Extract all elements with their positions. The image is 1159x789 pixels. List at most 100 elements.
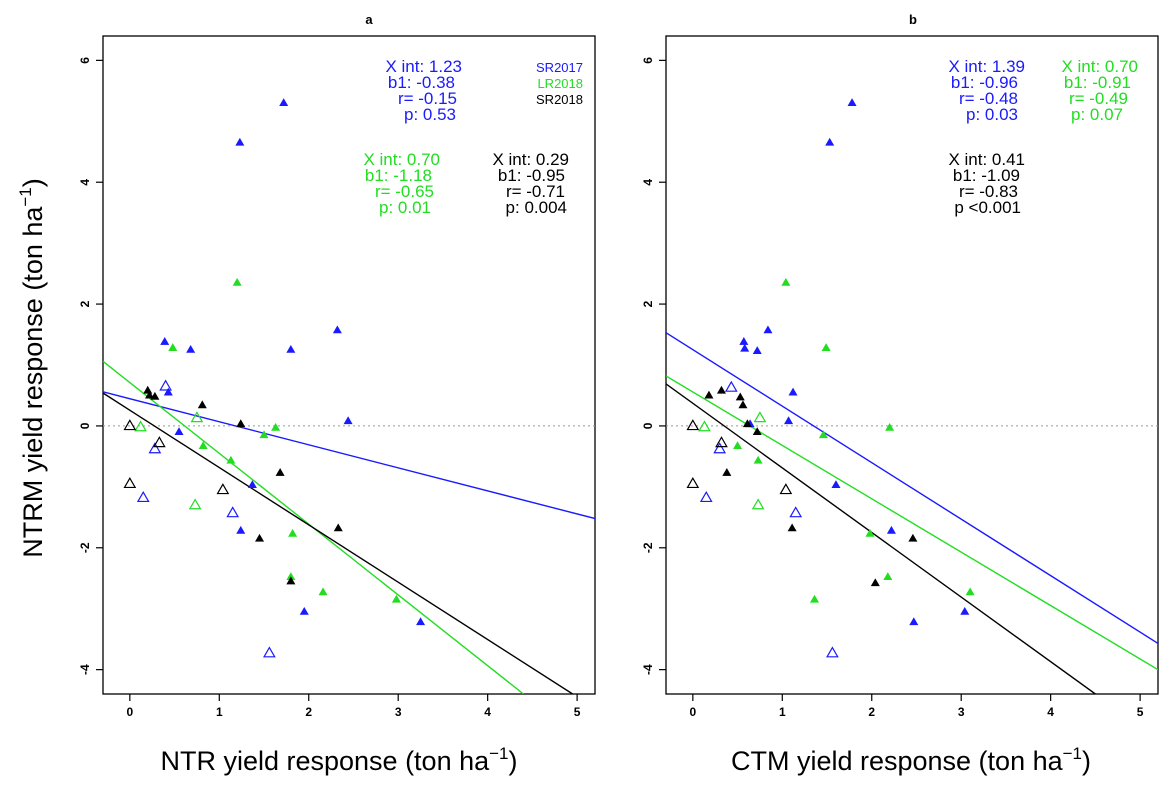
panel-a-point-filled-lr2018: [168, 343, 178, 351]
panel-b-sr2018-r: r= -0.83: [959, 182, 1018, 201]
panel-a-x-ticks: 0 1 2 3 4 5: [126, 694, 581, 719]
panel-a: a 0 1 2 3 4 5 -4 -2 0 2 4 6 X int: 1.23 b1: -0.38 …: [78, 12, 596, 776]
panel-a-point-filled-sr2018: [197, 400, 207, 409]
panel-b-lr2018-r: r= -0.49: [1069, 89, 1128, 108]
panel-a-x-tick-label: 5: [574, 705, 581, 719]
panel-a-legend: SR2017 LR2018 SR2018: [536, 60, 583, 107]
panel-b-point-open-sr2018: [715, 436, 728, 448]
panel-a-sr2017-p: p: 0.53: [404, 105, 456, 124]
panel-a-point-open-sr2018: [152, 436, 166, 448]
panel-b-fit-line-lr2018: [666, 375, 1158, 671]
panel-a-y-tick-label: 2: [78, 300, 92, 307]
panel-b-point-filled-sr2018: [735, 392, 745, 401]
panel-a-point-filled-sr2017: [416, 617, 426, 626]
panel-a-point-filled-sr2017: [174, 427, 184, 436]
panel-a-stats-sr2017: X int: 1.23 b1: -0.38 r= -0.15 p: 0.53: [385, 57, 462, 124]
panel-b-point-filled-sr2017: [960, 606, 970, 615]
panel-a-point-filled-lr2018: [288, 528, 298, 537]
panel-b-point-filled-sr2018: [716, 385, 726, 394]
panel-b-point-filled-sr2017: [788, 387, 798, 396]
panel-b-stats-sr2017: X int: 1.39 b1: -0.96 r= -0.48 p: 0.03: [948, 57, 1025, 124]
panel-a-sr2018-p: p: 0.004: [506, 198, 567, 217]
panel-a-x-axis-title-sup: −1: [489, 744, 508, 763]
panel-b-y-tick-label: 4: [641, 179, 655, 186]
panel-b-point-filled-sr2018: [722, 468, 732, 476]
panel-a-point-filled-sr2018: [286, 576, 296, 585]
panel-b-fit-line-sr2018: [666, 383, 1096, 694]
panel-b-point-filled-sr2018: [738, 400, 748, 409]
panel-a-x-tick-label: 0: [126, 705, 133, 719]
panel-b-x-ticks: 0 1 2 3 4 5: [689, 694, 1144, 719]
panel-b-point-open-sr2017: [826, 646, 839, 658]
legend-item-lr2018: LR2018: [537, 76, 583, 91]
panel-a-point-filled-sr2017: [236, 525, 246, 534]
panel-a-point-open-sr2017: [159, 379, 172, 391]
panel-b-point-filled-sr2017: [763, 325, 773, 334]
panel-a-sr2017-r: r= -0.15: [398, 89, 457, 108]
panel-b-title: b: [909, 12, 917, 27]
panel-a-point-filled-sr2018: [143, 385, 153, 394]
panel-b-point-filled-sr2017: [886, 525, 896, 534]
panel-b-point-filled-sr2018: [787, 523, 797, 532]
panel-b-point-open-sr2018: [779, 483, 793, 495]
legend-item-sr2017: SR2017: [536, 60, 583, 75]
y-axis-title-main: NTRM yield response (ton ha: [18, 206, 48, 558]
y-axis-title-close: ): [18, 178, 48, 187]
panel-a-fit-line-sr2017: [103, 391, 595, 520]
panel-b-x-axis-title-close: ): [1082, 746, 1091, 776]
panel-a-point-open-lr2018: [190, 411, 204, 423]
panel-b-point-filled-sr2017: [825, 137, 835, 146]
panel-b-point-filled-sr2017: [784, 416, 794, 425]
panel-b-point-open-sr2017: [713, 442, 727, 454]
panel-a-point-open-sr2017: [263, 646, 276, 658]
panel-a-y-tick-label: -4: [78, 664, 92, 675]
panel-b-y-tick-label: 2: [641, 300, 655, 307]
panel-b-y-tick-label: -4: [641, 664, 655, 675]
panel-b-point-filled-sr2017: [909, 617, 919, 626]
panel-a-point-open-sr2018: [123, 477, 137, 489]
panel-a-point-filled-sr2017: [160, 337, 170, 345]
panel-a-x-axis-title: NTR yield response (ton ha−1): [160, 744, 517, 776]
panel-a-point-filled-lr2018: [271, 422, 281, 431]
panel-b-point-filled-sr2018: [752, 427, 762, 436]
panel-b-point-filled-lr2018: [821, 343, 831, 351]
panel-a-frame: [102, 35, 596, 695]
panel-a-point-open-sr2018: [216, 483, 230, 495]
panel-b-sr2018-b1: b1: -1.09: [953, 166, 1020, 185]
panel-b-x-tick-label: 2: [868, 705, 875, 719]
panel-b-stats-lr2018: X int: 0.70 b1: -0.91 r= -0.49 p: 0.07: [1061, 57, 1138, 124]
panel-a-sr2018-xint: X int: 0.29: [492, 150, 569, 169]
panel-b-x-axis-title-main: CTM yield response (ton ha: [731, 746, 1064, 776]
panel-a-y-tick-label: -2: [78, 542, 92, 553]
panel-a-point-open-sr2017: [148, 442, 162, 454]
panel-a-x-tick-label: 3: [395, 705, 402, 719]
panel-a-x-axis-title-close: ): [509, 746, 518, 776]
panel-a-x-axis-title-main: NTR yield response (ton ha: [160, 746, 490, 776]
panel-b-point-filled-sr2017: [752, 346, 762, 355]
panel-a-point-filled-lr2018: [259, 430, 269, 439]
panel-a-x-tick-label: 4: [484, 705, 491, 719]
panel-b-point-filled-lr2018: [733, 441, 743, 450]
panel-a-point-filled-sr2017: [299, 606, 309, 615]
panel-b-y-tick-label: -2: [641, 542, 655, 553]
panel-a-point-filled-sr2018: [236, 419, 246, 428]
panel-b-point-filled-lr2018: [883, 572, 893, 581]
panel-b-y-tick-label: 0: [641, 422, 655, 429]
panel-b-point-filled-lr2018: [885, 422, 895, 431]
panel-a-point-filled-lr2018: [318, 587, 328, 596]
panel-b-point-filled-lr2018: [865, 528, 875, 537]
svg-text:NTRM yield response (ton ha−1): NTRM yield response (ton ha−1): [16, 178, 48, 558]
panel-a-sr2017-xint: X int: 1.23: [385, 57, 462, 76]
y-axis-title-sup: −1: [16, 187, 35, 206]
panel-a-sr2017-b1: b1: -0.38: [388, 73, 455, 92]
panel-a-fit-line-sr2018: [103, 392, 574, 694]
panel-b-point-filled-sr2018: [704, 390, 714, 399]
panel-a-point-open-lr2018: [188, 498, 202, 510]
panel-b-point-open-lr2018: [753, 411, 767, 423]
panel-b-stats-sr2018: X int: 0.41 b1: -1.09 r= -0.83 p <0.001: [948, 150, 1025, 217]
panel-a-stats-lr2018: X int: 0.70 b1: -1.18 r= -0.65 p: 0.01: [363, 150, 440, 217]
panel-a-point-filled-sr2017: [235, 137, 245, 146]
panel-b-sr2018-xint: X int: 0.41: [948, 150, 1025, 169]
panel-a-point-filled-lr2018: [226, 455, 236, 464]
y-axis-title: NTRM yield response (ton ha−1): [16, 178, 48, 558]
